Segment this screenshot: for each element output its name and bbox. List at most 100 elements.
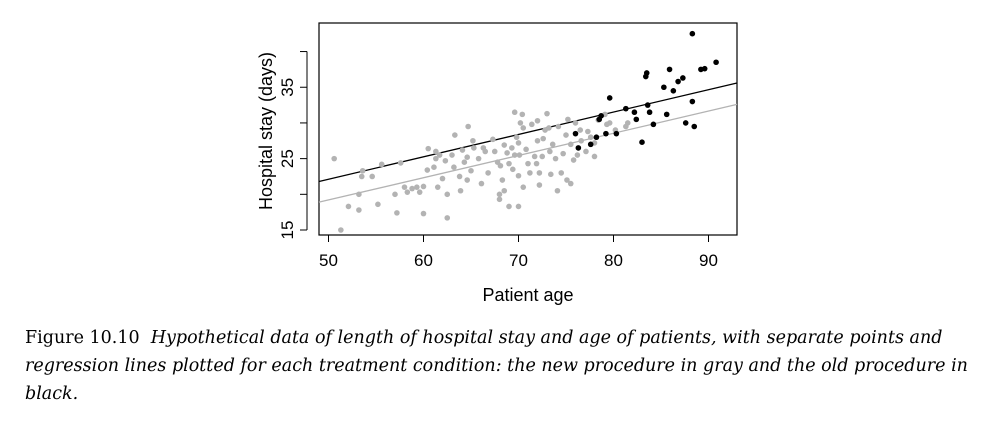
data-point-series-1 [409, 185, 415, 192]
data-point-series-1 [452, 132, 458, 138]
data-point-series-2 [603, 130, 609, 137]
data-point-series-1 [433, 148, 439, 155]
data-point-series-1 [501, 187, 508, 194]
data-point-series-1 [591, 153, 598, 160]
data-point-series-1 [578, 137, 584, 144]
data-point-series-1 [378, 161, 385, 168]
data-point-series-1 [572, 120, 579, 126]
data-point-series-1 [470, 137, 476, 144]
data-point-series-2 [691, 123, 698, 130]
regression-line-2 [318, 103, 738, 203]
data-point-series-1 [499, 177, 506, 183]
data-point-series-1 [471, 145, 477, 151]
data-point-series-1 [394, 210, 400, 216]
data-point-series-2 [575, 145, 582, 151]
data-point-series-1 [536, 182, 543, 188]
data-point-series-1 [491, 148, 498, 155]
data-point-series-1 [401, 184, 408, 190]
data-point-series-1 [375, 201, 381, 208]
data-point-series-1 [457, 187, 464, 194]
data-point-series-2 [670, 88, 677, 94]
data-point-series-1 [475, 155, 482, 162]
data-point-series-1 [424, 167, 431, 173]
data-point-series-2 [675, 78, 681, 85]
data-point-series-1 [465, 123, 471, 130]
data-point-series-1 [464, 177, 471, 183]
data-point-series-1 [425, 145, 432, 152]
data-point-series-1 [533, 160, 540, 167]
data-point-series-1 [456, 173, 463, 180]
data-point-series-2 [631, 109, 638, 116]
x-axis: 50 60 70 80 90 [319, 234, 718, 270]
data-point-series-1 [544, 110, 550, 117]
data-point-series-1 [558, 170, 565, 176]
data-point-series-1 [464, 154, 471, 160]
y-axis-label: Hospital stay (days) [256, 52, 276, 210]
data-point-series-1 [420, 183, 427, 190]
data-point-series-2 [639, 139, 645, 146]
data-point-series-1 [564, 177, 570, 183]
x-tick-label: 90 [699, 251, 718, 270]
data-point-series-1 [504, 150, 510, 156]
data-point-series-1 [436, 152, 443, 158]
data-point-series-1 [624, 120, 631, 126]
data-point-series-2 [689, 98, 696, 105]
data-point-series-1 [511, 152, 518, 158]
data-point-series-1 [369, 173, 376, 180]
x-tick-label: 50 [319, 251, 338, 270]
regression-line-1 [318, 82, 738, 183]
y-tick-label: 15 [278, 221, 297, 240]
data-point-series-1 [515, 172, 522, 179]
y-tick-label: 35 [278, 78, 297, 97]
data-point-series-1 [554, 187, 561, 194]
data-point-series-1 [404, 189, 411, 195]
caption-text: Hypothetical data of length of hospital … [25, 328, 968, 404]
data-point-series-1 [525, 160, 531, 167]
data-point-series-1 [519, 111, 526, 118]
data-point-series-2 [661, 84, 667, 91]
data-point-series-2 [613, 130, 620, 137]
data-point-series-1 [497, 162, 504, 169]
data-point-series-1 [606, 120, 613, 126]
data-point-series-1 [560, 150, 566, 157]
data-point-series-1 [565, 116, 571, 123]
data-point-series-1 [534, 137, 541, 144]
data-point-series-1 [531, 153, 538, 160]
data-point-series-1 [392, 191, 398, 198]
data-point-series-1 [587, 134, 594, 141]
data-point-series-2 [572, 130, 579, 137]
data-point-series-2 [623, 105, 629, 112]
data-point-series-1 [511, 109, 518, 116]
data-point-series-1 [356, 191, 362, 198]
data-point-series-2 [646, 109, 653, 116]
data-point-series-2 [689, 30, 696, 37]
data-point-series-2 [644, 102, 651, 108]
data-point-series-1 [527, 170, 533, 176]
plot-frame [318, 22, 738, 236]
data-point-series-2 [598, 112, 604, 119]
data-point-series-1 [338, 227, 344, 233]
data-point-series-1 [529, 121, 535, 128]
data-point-series-1 [539, 153, 546, 160]
data-point-series-1 [567, 141, 574, 148]
data-point-series-1 [482, 148, 489, 155]
data-point-series-1 [359, 167, 366, 174]
data-point-series-1 [546, 125, 552, 131]
data-point-series-1 [345, 203, 352, 210]
data-point-series-1 [444, 215, 451, 221]
data-point-series-1 [496, 191, 503, 198]
data-point-series-1 [520, 125, 527, 131]
data-points [331, 30, 719, 233]
data-point-series-1 [570, 157, 577, 163]
data-point-series-1 [490, 136, 496, 143]
data-point-series-1 [414, 184, 420, 190]
data-point-series-1 [574, 152, 581, 158]
data-point-series-1 [397, 160, 404, 166]
data-point-series-2 [633, 116, 640, 123]
data-point-series-1 [468, 167, 474, 174]
data-point-series-2 [663, 111, 670, 118]
data-point-series-1 [451, 164, 457, 170]
data-point-series-1 [548, 171, 554, 178]
data-point-series-1 [547, 148, 553, 155]
data-point-series-1 [563, 132, 569, 138]
